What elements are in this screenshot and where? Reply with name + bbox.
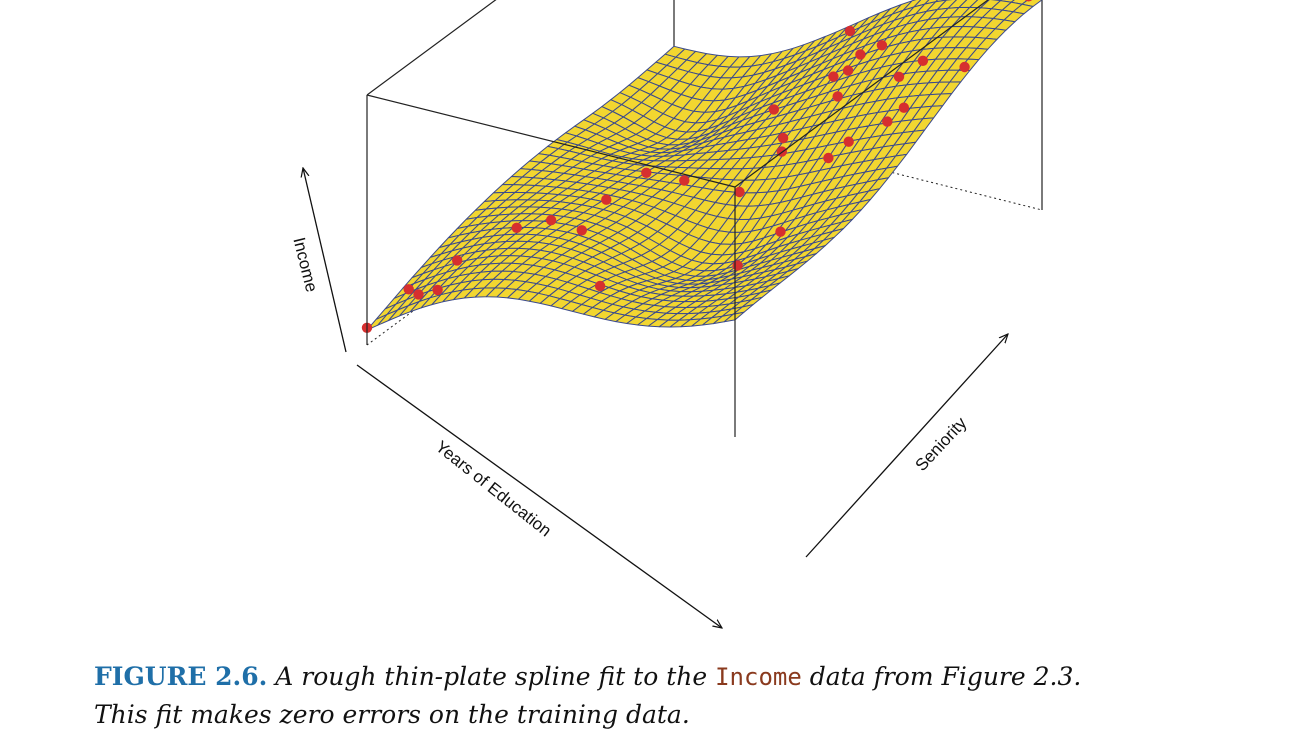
data-point	[832, 91, 843, 102]
box-edge-front	[734, 0, 989, 188]
z-axis-label: Income	[289, 235, 321, 294]
data-point	[777, 132, 789, 144]
caption-text-2: data from Figure 2.3.	[809, 662, 1082, 691]
data-point	[768, 104, 780, 115]
box-edge-front	[366, 94, 736, 188]
data-point	[823, 152, 834, 164]
data-point	[679, 175, 690, 186]
data-point	[917, 55, 929, 66]
data-point	[432, 284, 443, 296]
y-axis-label: Seniority	[911, 413, 970, 475]
data-point	[876, 40, 888, 51]
data-point	[403, 284, 414, 295]
surface-plot: Years of Education Seniority Income	[289, 0, 1043, 640]
training-points	[361, 0, 1033, 333]
data-point	[511, 222, 522, 233]
data-point	[732, 260, 743, 271]
figure-caption: FIGURE 2.6. A rough thin-plate spline fi…	[94, 658, 1274, 734]
y-axis-arrow	[805, 334, 1008, 558]
axis-arrows	[303, 168, 1008, 628]
z-axis-arrow	[303, 168, 347, 353]
surface-cell	[723, 311, 745, 323]
data-point	[734, 186, 745, 198]
data-point	[452, 255, 463, 266]
data-point	[828, 71, 839, 82]
data-point	[775, 226, 786, 237]
figure-number: FIGURE 2.6.	[94, 662, 268, 691]
data-point	[959, 61, 970, 73]
data-point	[882, 116, 893, 127]
data-point	[641, 167, 652, 178]
data-point	[1024, 0, 1033, 2]
caption-text-3: This fit makes zero errors on the traini…	[94, 700, 690, 729]
x-axis-label: Years of Education	[432, 437, 555, 540]
data-point	[601, 194, 612, 205]
caption-text-1: A rough thin-plate spline fit to the	[275, 662, 708, 691]
data-point	[842, 65, 854, 76]
spline-surface	[366, 0, 1043, 331]
data-point	[594, 280, 606, 292]
dataset-name: Income	[715, 663, 802, 691]
box-edge-hidden	[673, 117, 1043, 211]
data-point	[545, 215, 557, 226]
box-edge-back	[366, 0, 497, 96]
bounding-box-front	[366, 0, 989, 437]
data-point	[413, 289, 424, 300]
data-point	[898, 102, 910, 113]
data-point	[844, 25, 856, 37]
data-point	[843, 136, 854, 147]
data-point	[576, 225, 587, 236]
data-point	[855, 49, 866, 60]
data-point	[893, 71, 905, 83]
x-axis-arrow	[356, 364, 722, 628]
